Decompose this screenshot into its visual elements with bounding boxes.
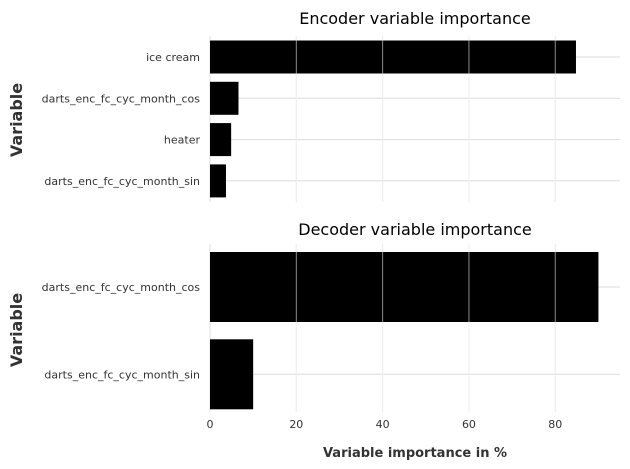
decoder-bars [210, 244, 599, 412]
category-label: darts_enc_fc_cyc_month_cos [42, 92, 201, 105]
decoder-chart-title: Decoder variable importance [298, 220, 531, 239]
encoder-category-labels: ice cream darts_enc_fc_cyc_month_cosheate… [42, 51, 201, 188]
encoder-y-axis-label: Variable [7, 83, 26, 157]
category-label: ice cream [146, 51, 200, 64]
decoder-x-axis-label: Variable importance in % [323, 446, 507, 461]
category-label: darts_enc_fc_cyc_month_sin [44, 175, 200, 188]
importance-bar [210, 123, 232, 157]
encoder-chart-title: Encoder variable importance [299, 9, 531, 28]
decoder-category-labels: darts_enc_fc_cyc_month_cos darts_enc_fc_c… [42, 281, 201, 381]
x-tick-label: 60 [462, 418, 476, 431]
category-label: darts_enc_fc_cyc_month_sin [44, 368, 200, 381]
decoder-x-tick-labels: 0 20 40 60 80 [207, 418, 563, 431]
category-label: heater [164, 134, 201, 147]
category-label: darts_enc_fc_cyc_month_cos [42, 281, 201, 294]
encoder-importance-panel: Encoder variable importance Variable ice… [7, 9, 620, 202]
importance-bar [210, 81, 239, 115]
importance-bar [210, 252, 599, 322]
x-tick-label: 20 [289, 418, 303, 431]
x-tick-label: 80 [548, 418, 562, 431]
encoder-bars [210, 36, 576, 202]
x-tick-label: 0 [207, 418, 214, 431]
x-tick-label: 40 [376, 418, 390, 431]
importance-bar [210, 40, 576, 74]
importance-bar [210, 339, 254, 410]
decoder-importance-panel: Decoder variable importance Variable dar… [7, 220, 620, 461]
importance-bar [210, 164, 226, 198]
decoder-y-axis-label: Variable [7, 293, 26, 367]
